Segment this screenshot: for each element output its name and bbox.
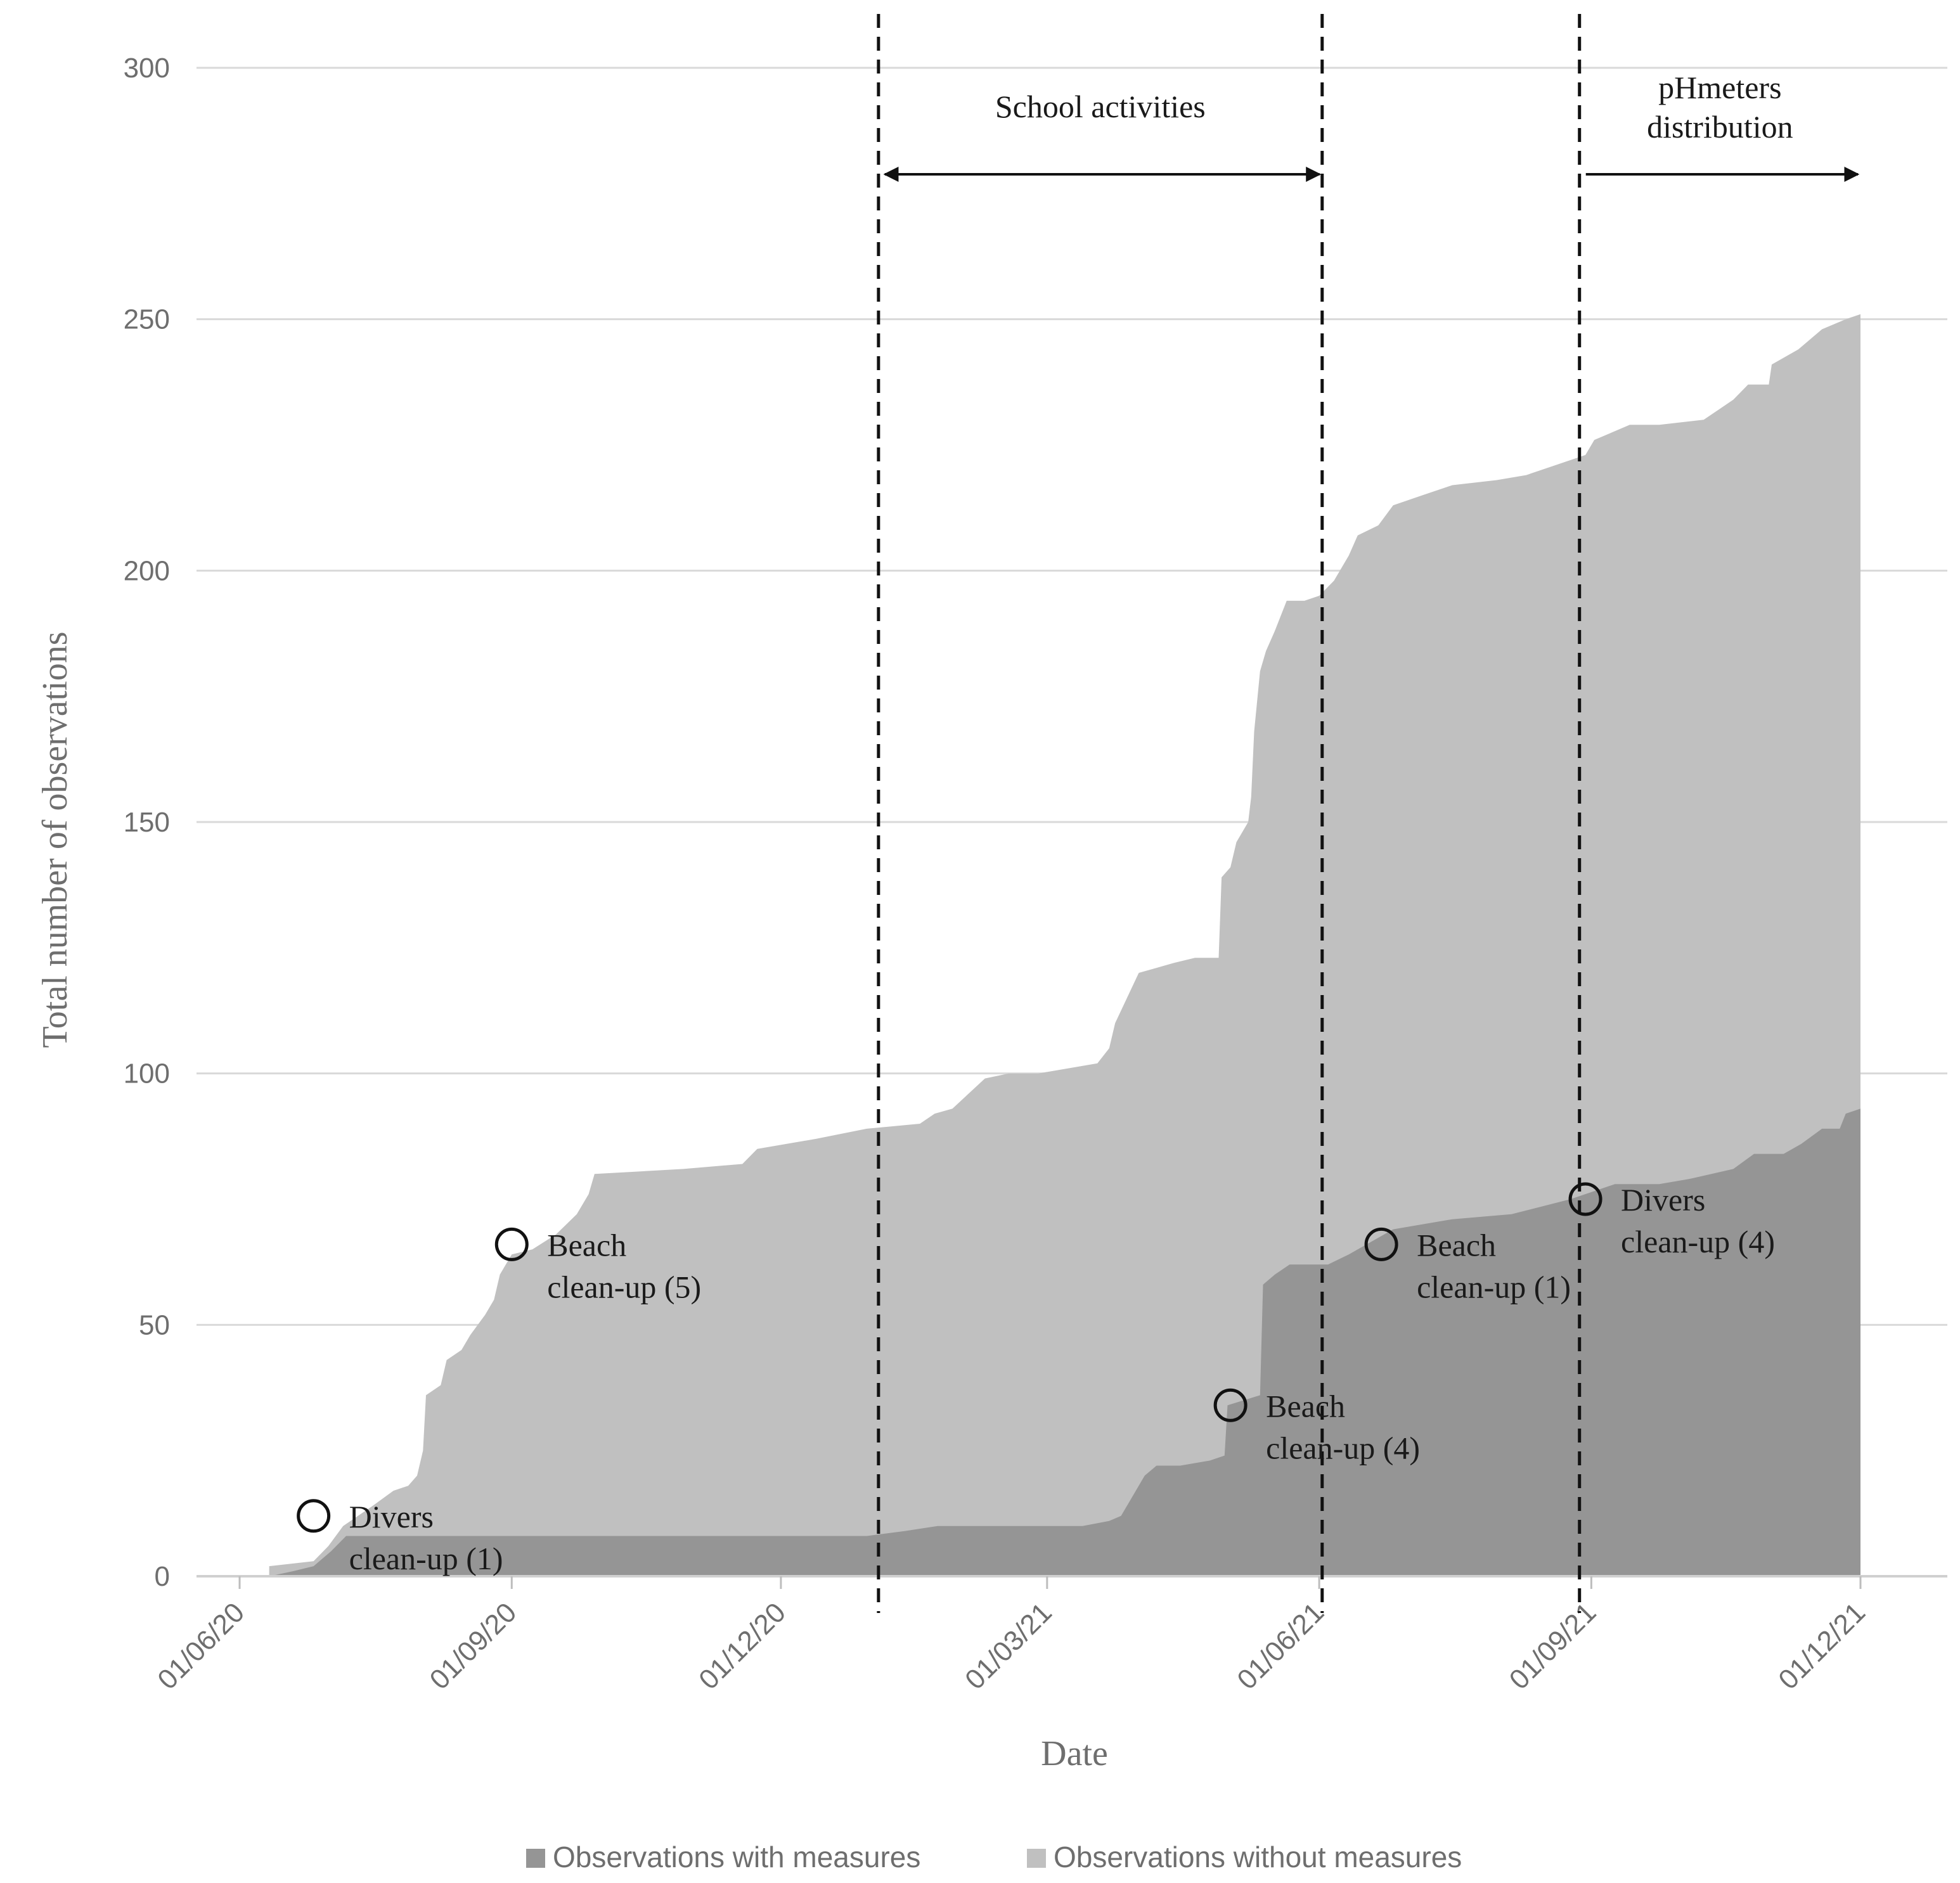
y-axis-title: Total number of observations (35, 631, 75, 1048)
range-label-1-0: pHmeters (1658, 70, 1781, 105)
annotation-marker-4 (1568, 1182, 1602, 1216)
y-tick-label-250: 250 (124, 304, 170, 335)
annotation-label-2-1: clean-up (4) (1266, 1430, 1420, 1465)
x-tick-label-0: 01/06/20 (152, 1597, 250, 1695)
x-tick-label-3: 01/03/21 (959, 1597, 1058, 1695)
annotation-label-3-1: clean-up (1) (1417, 1269, 1571, 1304)
vertical-markers (877, 14, 1582, 1613)
x-tick-label-6: 01/12/21 (1772, 1597, 1871, 1695)
x-tick-label-1: 01/09/20 (424, 1597, 523, 1695)
annotation-label-0-0: Divers (349, 1499, 434, 1534)
y-tick-labels: 0 50 100 150 200 250 300 (124, 53, 170, 1592)
legend: Observations with measures Observations … (526, 1841, 1462, 1873)
annotation-marker-0 (297, 1499, 331, 1533)
x-tick-label-5: 01/09/21 (1504, 1597, 1602, 1695)
annotation-label-4-0: Divers (1621, 1182, 1705, 1218)
legend-label-with-measures: Observations with measures (553, 1841, 920, 1873)
y-tick-label-50: 50 (139, 1309, 170, 1340)
annotation-label-1-1: clean-up (5) (547, 1269, 701, 1304)
annotation-marker-3 (1364, 1227, 1398, 1261)
x-tick-label-4: 01/06/21 (1231, 1597, 1330, 1695)
annotation-label-0-1: clean-up (1) (349, 1541, 503, 1576)
x-axis-title: Date (1041, 1734, 1108, 1773)
y-tick-label-100: 100 (124, 1058, 170, 1089)
annotation-marker-1 (494, 1227, 529, 1261)
axes (197, 1575, 1947, 1589)
y-tick-label-0: 0 (155, 1561, 170, 1592)
range-label-0-0: School activities (995, 89, 1206, 124)
annotation-label-2-0: Beach (1266, 1388, 1345, 1423)
legend-label-without-measures: Observations without measures (1054, 1841, 1462, 1873)
y-tick-label-200: 200 (124, 555, 170, 586)
range-label-1-1: distribution (1647, 109, 1793, 145)
legend-swatch-with-measures (526, 1849, 545, 1868)
area-observations-with-measures (269, 1109, 1860, 1576)
annotation-label-3-0: Beach (1417, 1227, 1496, 1263)
annotation-marker-2 (1213, 1388, 1248, 1422)
annotations: Divers clean-up (1) Beach clean-up (5) Beach… (297, 1182, 1775, 1576)
x-tick-labels: 01/06/20 01/09/20 01/12/20 01/03/21 01/06/21… (152, 1597, 1871, 1695)
x-tick-label-2: 01/12/20 (693, 1597, 792, 1695)
y-tick-label-300: 300 (124, 53, 170, 84)
stacked-areas (269, 314, 1860, 1577)
range-arrows: School activities pHmeters distribution (883, 70, 1860, 182)
y-tick-label-150: 150 (124, 807, 170, 838)
legend-swatch-without-measures (1027, 1849, 1046, 1868)
annotation-label-1-0: Beach (547, 1227, 626, 1263)
annotation-label-4-1: clean-up (4) (1621, 1224, 1775, 1259)
